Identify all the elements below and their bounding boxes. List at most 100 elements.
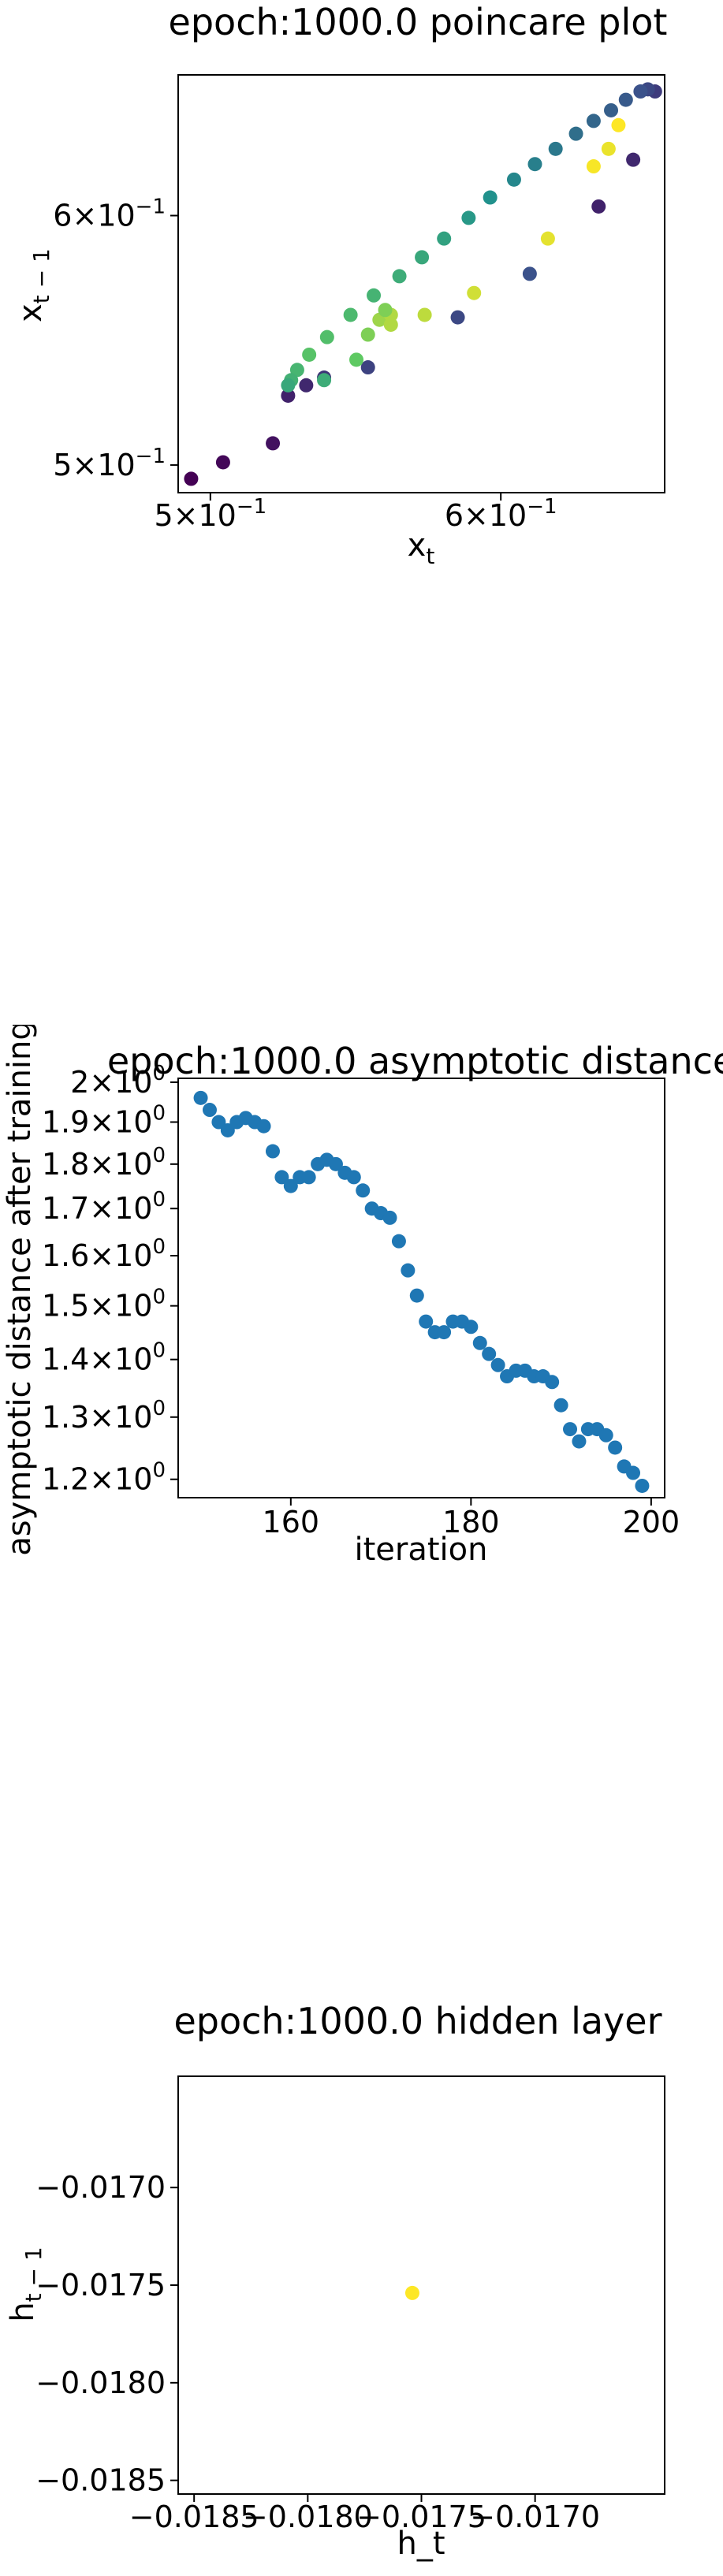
scatter-point [419,1314,434,1329]
x-tick-label: 5×10−1 [154,495,266,533]
scatter-point [608,1440,623,1455]
asymptotic-distance-plot: epoch:1000.0 asymptotic distance 160 180 2… [2,1025,723,1568]
scatter-point [299,378,314,393]
y-tick-label: 1.2×100 [42,1459,166,1497]
scatter-point [483,190,498,205]
scatter-point [417,307,432,322]
hidden-layer-x-axis-label: h_t [397,2526,445,2562]
scatter-point [586,114,601,128]
scatter-point [563,1422,578,1437]
scatter-point [635,1478,650,1493]
scatter-point [328,1156,343,1171]
scatter-point [506,172,521,187]
scatter-point [618,92,633,107]
scatter-point [626,152,641,167]
scatter-point [184,471,199,486]
scatter-point [461,210,476,225]
y-tick-label: 6×10−1 [53,195,166,233]
scatter-point [215,455,230,470]
scatter-point [401,1263,416,1278]
scatter-point [601,141,616,156]
x-tick-label: −0.0170 [470,2500,600,2534]
scatter-point [626,1465,641,1480]
scatter-point [604,102,619,117]
scatter-point [301,1170,316,1185]
y-tick-label: 1.7×100 [42,1188,166,1226]
asymptotic-distance-x-axis-label: iteration [355,1532,488,1568]
scatter-point [193,1090,208,1105]
scatter-point [360,327,375,342]
scatter-point [274,1170,289,1185]
y-tick-label: −0.0170 [35,2170,166,2205]
poincare-y-ticks: 5×10−1 6×10−1 [53,195,178,482]
scatter-point [356,1183,371,1198]
hidden-layer-frame [177,2075,665,2495]
scatter-point [568,126,583,141]
scatter-point [346,1170,361,1185]
asymptotic-distance-frame [177,1078,665,1498]
y-tick-label: 1.3×100 [42,1397,166,1435]
scatter-point [302,347,317,362]
y-tick-label: 1.9×100 [42,1102,166,1140]
scatter-point [281,388,296,403]
scatter-point [586,159,601,174]
scatter-point [409,1288,424,1303]
y-tick-label: 1.5×100 [42,1286,166,1323]
scatter-point [349,352,364,367]
scatter-point [266,436,281,451]
scatter-point [289,363,304,378]
x-tick-label: −0.0175 [356,2500,486,2534]
hidden-layer-title: epoch:1000.0 hidden layer [174,2000,662,2042]
scatter-point [527,157,542,172]
poincare-x-ticks: 5×10−1 6×10−1 [154,493,557,533]
scatter-point [404,2285,419,2300]
scatter-point [343,307,358,322]
scatter-point [553,1398,568,1413]
x-tick-label: 180 [442,1505,500,1539]
scatter-point [591,199,606,214]
scatter-point [256,1119,271,1134]
y-tick-label: 5×10−1 [53,445,166,482]
asymptotic-distance-points [193,1090,650,1493]
scatter-point [611,117,626,132]
scatter-point [464,1320,479,1335]
scatter-point [202,1103,217,1118]
scatter-point [265,1144,280,1159]
scatter-point [437,1325,452,1340]
asymptotic-distance-title: epoch:1000.0 asymptotic distance [107,1040,723,1082]
hidden-layer-y-axis-label: ht − 1 [5,2247,47,2321]
scatter-point [467,285,482,300]
hidden-layer-y-ticks: −0.0185 −0.0180 −0.0175 −0.0170 [35,2170,178,2498]
scatter-point [450,310,465,325]
y-tick-label: −0.0175 [35,2268,166,2302]
poincare-plot: epoch:1000.0 poincare plot 5×10−1 6×10−1 … [13,1,667,569]
y-tick-label: 1.4×100 [42,1339,166,1377]
scatter-point [382,1210,397,1225]
scatter-point [548,141,563,156]
hidden-layer-plot: epoch:1000.0 hidden layer −0.0185−0.0180… [5,2000,665,2562]
y-tick-label: −0.0185 [35,2463,166,2498]
x-tick-label: 160 [263,1505,320,1539]
scatter-point [572,1434,587,1449]
y-tick-label: −0.0180 [35,2366,166,2400]
x-tick-label: 200 [623,1505,680,1539]
scatter-point [472,1335,487,1350]
y-tick-label: 2×100 [70,1062,166,1100]
scatter-point [211,1115,226,1130]
asymptotic-distance-y-axis-label: asymptotic distance after training [2,1025,38,1556]
scatter-point [319,329,334,344]
scatter-point [281,378,296,393]
scatter-point [360,360,375,375]
scatter-point [415,250,430,265]
x-tick-label: −0.0180 [243,2500,373,2534]
asymptotic-distance-x-ticks: 160 180 200 [263,1498,680,1539]
poincare-x-axis-label: xt [408,527,435,569]
scatter-point [378,303,393,318]
scatter-point [482,1346,497,1361]
scatter-point [633,84,648,99]
scatter-point [522,266,537,281]
scatter-point [392,269,407,284]
x-tick-label: −0.0185 [129,2500,259,2534]
scatter-point [540,231,555,246]
x-tick-label: 6×10−1 [445,495,557,533]
